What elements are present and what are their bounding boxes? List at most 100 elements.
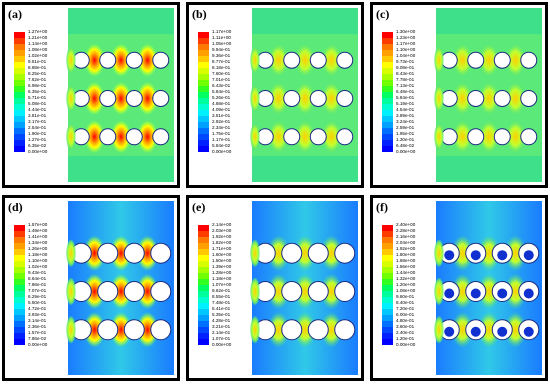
velocity-blob <box>136 80 159 117</box>
obstacle <box>123 242 145 264</box>
colorbar-label: 2.34e-01 <box>212 125 231 130</box>
colorbar-swatch <box>198 74 209 80</box>
obstacle <box>493 51 511 69</box>
colorbar-swatch <box>14 32 25 38</box>
velocity-blob <box>434 239 444 268</box>
colorbar-label: 7.62e-01 <box>28 77 47 82</box>
colorbar-swatch <box>382 56 393 62</box>
colorbar-label: 1.27e+00 <box>28 29 48 34</box>
velocity-blob <box>504 42 527 79</box>
colorbar-swatch <box>198 279 209 285</box>
velocity-blob <box>267 118 290 155</box>
colorbar-label: 1.80e+00 <box>396 252 416 257</box>
colorbar-swatch <box>382 327 393 333</box>
velocity-blob <box>504 80 527 117</box>
colorbar-swatch <box>382 339 393 345</box>
colorbar-swatch <box>382 267 393 273</box>
colorbar-label: 1.30e+00 <box>396 29 416 34</box>
panel-label: (e) <box>192 200 205 214</box>
obstacle <box>334 319 356 341</box>
velocity-blob <box>478 235 500 272</box>
colorbar-label: 8.55e-01 <box>212 294 231 299</box>
colorbar-swatch <box>382 315 393 321</box>
colorbar-swatch <box>14 315 25 321</box>
obstacle <box>467 89 485 107</box>
colorbar-label: 5.35e-01 <box>212 312 231 317</box>
colorbar-swatch <box>14 140 25 146</box>
colorbar-label: 8.40e-01 <box>396 300 415 305</box>
colorbar-swatch <box>14 237 25 243</box>
colorbar-label: 1.90e-01 <box>28 131 47 136</box>
colorbar-label: 2.03e+00 <box>212 228 232 233</box>
obstacle <box>307 319 329 341</box>
colorbar-label: 6.35e-02 <box>28 143 47 148</box>
velocity-blob <box>320 311 343 348</box>
colorbar-label: 4.72e-01 <box>28 306 47 311</box>
colorbar-label: 7.20e-01 <box>396 306 415 311</box>
colorbar-swatch <box>382 225 393 231</box>
colorbar-label: 9.60e-01 <box>396 294 415 299</box>
colorbar-swatch <box>14 291 25 297</box>
velocity-blob <box>451 273 474 310</box>
colorbar-label: 1.32e+00 <box>396 276 416 281</box>
velocity-blob <box>320 273 343 310</box>
obstacle <box>123 319 145 341</box>
colorbar-swatch <box>14 116 25 122</box>
colorbar-label: 1.20e+00 <box>396 282 416 287</box>
velocity-blob <box>451 311 474 348</box>
colorbar-label: 9.51e-01 <box>28 59 47 64</box>
colorbar-label: 1.02e+00 <box>28 264 48 269</box>
velocity-blob <box>451 42 474 79</box>
velocity-blob <box>478 118 500 155</box>
colorbar-swatch <box>198 273 209 279</box>
colorbar-swatch <box>198 32 209 38</box>
panel: 1.57e+001.49e+001.41e+001.34e+001.26e+00… <box>2 195 180 381</box>
colorbar-label: 1.71e+00 <box>212 246 232 251</box>
panel-label: (f) <box>376 200 388 214</box>
obstacle <box>520 51 538 69</box>
obstacle <box>307 242 329 264</box>
colorbar-swatch <box>382 98 393 104</box>
colorbar-swatch <box>14 297 25 303</box>
colorbar-swatch <box>198 333 209 339</box>
obstacle-core <box>497 288 508 299</box>
obstacle <box>125 128 143 146</box>
panel: 1.30e+001.23e+001.17e+001.10e+001.04e+00… <box>370 2 548 188</box>
colorbar-swatch <box>198 285 209 291</box>
colorbar-swatch <box>198 225 209 231</box>
velocity-blob <box>294 311 316 348</box>
obstacle <box>493 128 511 146</box>
colorbar-swatch <box>14 134 25 140</box>
velocity-blob <box>136 235 159 272</box>
colorbar-label: 3.14e-01 <box>28 318 47 323</box>
obstacle <box>123 280 145 302</box>
colorbar-label: 6.00e-01 <box>396 312 415 317</box>
colorbar-label: 5.26e-01 <box>212 95 231 100</box>
colorbar-swatch <box>198 92 209 98</box>
velocity-blob <box>136 311 159 348</box>
velocity-blob <box>434 122 444 151</box>
colorbar-swatch <box>14 86 25 92</box>
colorbar-swatch <box>14 122 25 128</box>
colorbar-label: 1.56e+00 <box>396 264 416 269</box>
colorbar-label: 6.41e-01 <box>212 306 231 311</box>
velocity-blob <box>66 277 76 306</box>
obstacle-core <box>444 250 455 261</box>
colorbar-label: 1.41e+00 <box>28 234 48 239</box>
colorbar-label: 8.64e-01 <box>28 276 47 281</box>
colorbar-swatch <box>198 291 209 297</box>
colorbar-label: 6.29e-01 <box>28 294 47 299</box>
colorbar-label: 8.43e-01 <box>396 71 415 76</box>
colorbar-swatch <box>14 309 25 315</box>
colorbar-label: 0.00e+00 <box>28 149 48 154</box>
colorbar-label: 3.81e-01 <box>28 113 47 118</box>
obstacle <box>309 51 327 69</box>
colorbar-swatch <box>382 309 393 315</box>
colorbar-swatch <box>198 339 209 345</box>
obstacle <box>520 128 538 146</box>
colorbar-swatch <box>14 333 25 339</box>
colorbar-label: 1.11e+00 <box>212 35 231 40</box>
colorbar-swatch <box>198 80 209 86</box>
colorbar-label: 9.08e-01 <box>396 65 415 70</box>
velocity-blob <box>434 46 444 75</box>
